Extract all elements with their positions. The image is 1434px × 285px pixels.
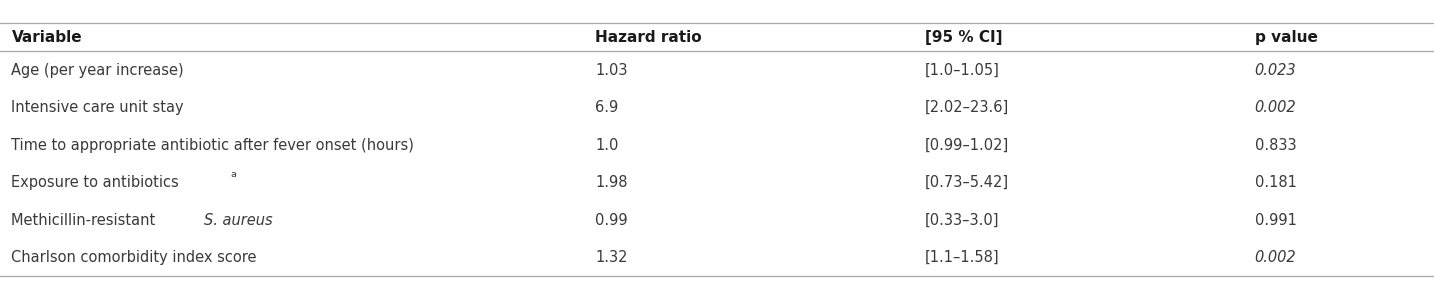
Text: 0.991: 0.991 bbox=[1255, 213, 1296, 228]
Text: Exposure to antibiotics: Exposure to antibiotics bbox=[11, 175, 179, 190]
Text: [95 % CI]: [95 % CI] bbox=[925, 30, 1002, 44]
Text: 0.181: 0.181 bbox=[1255, 175, 1296, 190]
Text: Hazard ratio: Hazard ratio bbox=[595, 30, 701, 44]
Text: 0.002: 0.002 bbox=[1255, 250, 1296, 265]
Text: [1.0–1.05]: [1.0–1.05] bbox=[925, 63, 999, 78]
Text: Methicillin-resistant: Methicillin-resistant bbox=[11, 213, 161, 228]
Text: S. aureus: S. aureus bbox=[204, 213, 272, 228]
Text: [0.73–5.42]: [0.73–5.42] bbox=[925, 175, 1010, 190]
Text: Age (per year increase): Age (per year increase) bbox=[11, 63, 184, 78]
Text: 1.0: 1.0 bbox=[595, 138, 618, 152]
Text: 0.833: 0.833 bbox=[1255, 138, 1296, 152]
Text: Charlson comorbidity index score: Charlson comorbidity index score bbox=[11, 250, 257, 265]
Text: [0.99–1.02]: [0.99–1.02] bbox=[925, 138, 1010, 152]
Text: Time to appropriate antibiotic after fever onset (hours): Time to appropriate antibiotic after fev… bbox=[11, 138, 414, 152]
Text: 0.99: 0.99 bbox=[595, 213, 628, 228]
Text: [2.02–23.6]: [2.02–23.6] bbox=[925, 100, 1010, 115]
Text: 1.32: 1.32 bbox=[595, 250, 628, 265]
Text: Variable: Variable bbox=[11, 30, 82, 44]
Text: 0.023: 0.023 bbox=[1255, 63, 1296, 78]
Text: a: a bbox=[231, 170, 237, 179]
Text: 6.9: 6.9 bbox=[595, 100, 618, 115]
Text: p value: p value bbox=[1255, 30, 1318, 44]
Text: [0.33–3.0]: [0.33–3.0] bbox=[925, 213, 999, 228]
Text: [1.1–1.58]: [1.1–1.58] bbox=[925, 250, 999, 265]
Text: 1.98: 1.98 bbox=[595, 175, 628, 190]
Text: Intensive care unit stay: Intensive care unit stay bbox=[11, 100, 184, 115]
Text: 0.002: 0.002 bbox=[1255, 100, 1296, 115]
Text: 1.03: 1.03 bbox=[595, 63, 628, 78]
